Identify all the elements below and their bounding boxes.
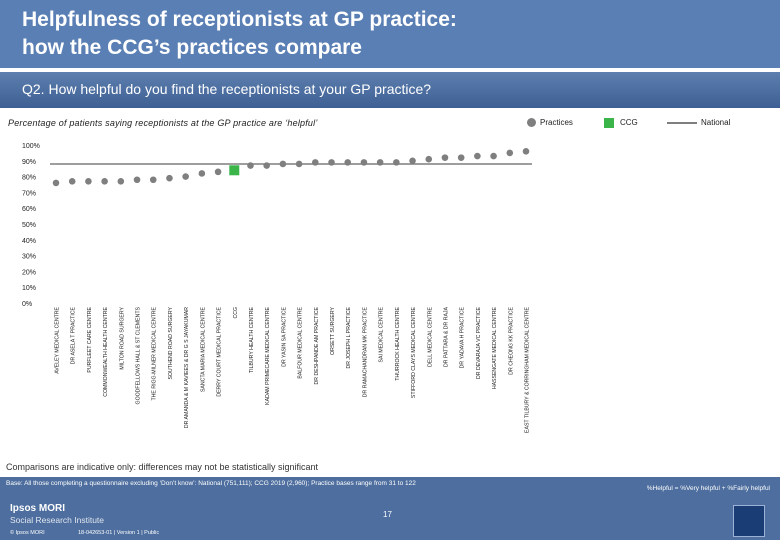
- practice-point: [425, 155, 433, 163]
- legend-practices: Practices: [527, 118, 573, 128]
- category-label: TILBURY HEALTH CENTRE: [249, 306, 255, 373]
- practice-point: [295, 160, 303, 168]
- practice-point: [490, 152, 497, 160]
- category-label: EAST TILBURY & CORRINGHAM MEDICAL CENTRE: [525, 306, 531, 433]
- question-text: Q2. How helpful do you find the receptio…: [22, 81, 432, 97]
- practice-point: [101, 178, 108, 185]
- practice-point: [263, 162, 270, 169]
- practice-point: [85, 178, 92, 185]
- y-tick-label: 100%: [22, 143, 40, 150]
- y-tick-label: 30%: [22, 254, 36, 261]
- practice-point: [182, 173, 189, 180]
- category-label: SAI MEDICAL CENTRE: [379, 306, 385, 362]
- category-label: DR ASELA T PRACTICE: [71, 306, 77, 364]
- category-label: DR PATTARA & DR RAJA: [443, 306, 449, 366]
- practice-point: [441, 154, 449, 161]
- helpful-formula: %Helpful = %Very helpful + %Fairly helpf…: [646, 485, 770, 492]
- category-label: PURFLEET CARE CENTRE: [87, 306, 93, 372]
- category-label: DR JOSEPH L PRACTICE: [346, 306, 352, 368]
- practice-point: [133, 176, 141, 184]
- chart-area: 0% 10% 20% 30% 40% 50% 60% 70% 80% 90% 100% AVELEY …: [22, 143, 532, 433]
- category-label: ORSETT SURGERY: [330, 306, 336, 354]
- practice-point: [166, 174, 173, 182]
- category-label: AVELEY MEDICAL CENTRE: [55, 306, 61, 373]
- practice-point: [247, 162, 254, 169]
- practice-point: [522, 148, 530, 155]
- y-tick-label: 90%: [22, 159, 36, 166]
- practice-point: [457, 154, 465, 161]
- practice-point: [376, 159, 384, 166]
- category-label: BALFOUR MEDICAL CENTRE: [298, 306, 304, 378]
- practice-point: [474, 152, 481, 160]
- category-label: STIFFORD CLAYS MEDICAL CENTRE: [411, 306, 417, 398]
- page-title: Helpfulness of receptionists at GP pract…: [22, 6, 457, 62]
- practice-point: [344, 159, 352, 166]
- y-tick-label: 10%: [22, 285, 36, 292]
- practice-point: [149, 176, 157, 184]
- category-label: DR DEVARAJA VC PRACTICE: [476, 306, 482, 379]
- category-label: COMMONWEALTH HEALTH CENTRE: [103, 306, 109, 396]
- practice-point: [117, 178, 125, 185]
- category-label: DR AMANDA & M KAVIEES & DR G S JAYAKUMAR: [184, 307, 190, 428]
- ccg-marker: [229, 165, 240, 176]
- ccg-marker-icon: [604, 118, 614, 128]
- practice-point: [409, 157, 416, 165]
- category-label: DR YADAVA H PRACTICE: [460, 306, 466, 368]
- base-text: Base: All those completing a questionnai…: [6, 480, 416, 487]
- practice-point: [328, 159, 335, 166]
- category-label: HASSENGATE MEDICAL CENTRE: [492, 306, 498, 389]
- category-label: DR RAMACHANDRAN MK PRACTICE: [362, 306, 368, 397]
- practice-point: [360, 159, 368, 166]
- job-reference: 18-042653-01 | Version 1 | Public: [78, 530, 160, 536]
- y-tick-label: 40%: [22, 238, 36, 245]
- practice-marker-icon: [527, 118, 536, 128]
- legend-national: National: [667, 118, 730, 127]
- footer-bar: Base: All those completing a questionnai…: [0, 477, 780, 540]
- legend-practices-label: Practices: [540, 118, 573, 127]
- chart-subtitle: Percentage of patients saying receptioni…: [8, 118, 318, 128]
- national-line-icon: [667, 121, 697, 124]
- category-label: DERRY COURT MEDICAL PRACTICE: [217, 306, 223, 396]
- practice-point: [312, 159, 319, 166]
- y-tick-label: 20%: [22, 269, 36, 276]
- category-label: CCG: [233, 307, 239, 319]
- y-tick-label: 60%: [22, 206, 36, 213]
- category-label: GOODFELLOWS HALL & ST CLEMENTS: [136, 306, 142, 404]
- practice-point: [279, 160, 287, 168]
- category-label: DR DESHPANDE AM PRACTICE: [314, 306, 320, 384]
- y-tick-label: 0%: [22, 301, 32, 308]
- legend-national-label: National: [701, 118, 731, 127]
- legend-ccg-label: CCG: [620, 118, 638, 128]
- category-label: DELL MEDICAL CENTRE: [427, 306, 433, 366]
- ipsos-logo-text: Ipsos MORI: [10, 503, 66, 514]
- category-label: THE RIGG-MILNER MEDICAL CENTRE: [152, 306, 158, 400]
- y-tick-label: 70%: [22, 190, 36, 197]
- category-label: KADAM PRIMECARE MEDICAL CENTRE: [265, 306, 271, 404]
- practice-point: [393, 159, 400, 166]
- category-label: DR CHEONG KK PRACTICE: [508, 306, 514, 374]
- header-bar: Helpfulness of receptionists at GP pract…: [0, 0, 780, 68]
- title-line-2: how the CCG’s practices compare: [22, 36, 362, 59]
- y-tick-label: 80%: [22, 175, 36, 182]
- practice-point: [68, 178, 76, 185]
- ipsos-logo-icon: [733, 505, 765, 537]
- category-label: SOUTHEND ROAD SURGERY: [168, 306, 174, 379]
- page-number: 17: [383, 510, 392, 519]
- category-label: DR YASIN SA PRACTICE: [281, 306, 287, 366]
- title-line-1: Helpfulness of receptionists at GP pract…: [22, 8, 457, 31]
- question-bar: Q2. How helpful do you find the receptio…: [0, 72, 780, 108]
- copyright: © Ipsos MORI: [10, 530, 45, 536]
- institute-name: Social Research Institute: [10, 515, 105, 525]
- practice-point: [198, 170, 206, 177]
- category-label: SANCTA MARIA MEDICAL CENTRE: [200, 306, 206, 392]
- category-label: MILTON ROAD SURGERY: [119, 306, 125, 369]
- legend-ccg: CCG: [604, 118, 638, 128]
- practice-point: [52, 179, 60, 187]
- y-tick-label: 50%: [22, 222, 36, 229]
- comparison-note: Comparisons are indicative only: differe…: [6, 462, 318, 472]
- practice-point: [506, 149, 514, 157]
- practice-point: [214, 168, 222, 176]
- category-label: THURROCK HEALTH CENTRE: [395, 306, 401, 380]
